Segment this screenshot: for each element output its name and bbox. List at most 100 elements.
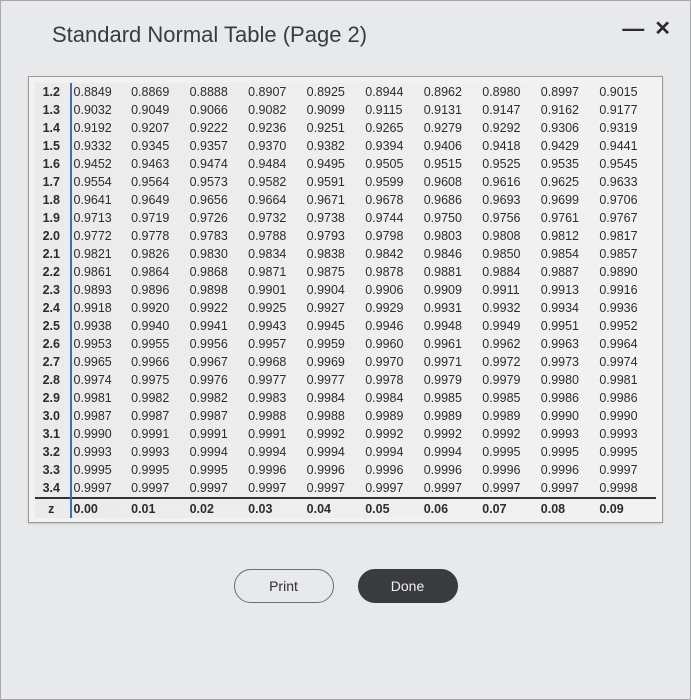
table-cell: 0.9332 bbox=[71, 137, 130, 155]
row-header: 1.6 bbox=[35, 155, 71, 173]
table-cell: 0.9495 bbox=[305, 155, 364, 173]
table-cell: 0.9989 bbox=[422, 407, 481, 425]
table-cell: 0.9099 bbox=[305, 101, 364, 119]
table-cell: 0.9370 bbox=[246, 137, 305, 155]
table-cell: 0.8907 bbox=[246, 83, 305, 101]
done-button[interactable]: Done bbox=[358, 569, 458, 603]
print-button[interactable]: Print bbox=[234, 569, 334, 603]
table-cell: 0.9893 bbox=[71, 281, 130, 299]
table-cell: 0.9998 bbox=[597, 479, 656, 498]
table-cell: 0.9996 bbox=[480, 461, 539, 479]
table-cell: 0.8962 bbox=[422, 83, 481, 101]
table-cell: 0.9945 bbox=[305, 317, 364, 335]
table-cell: 0.9996 bbox=[422, 461, 481, 479]
table-cell: 0.9906 bbox=[363, 281, 422, 299]
table-cell: 0.9049 bbox=[129, 101, 188, 119]
table-cell: 0.9993 bbox=[129, 443, 188, 461]
table-cell: 0.9649 bbox=[129, 191, 188, 209]
table-cell: 0.9975 bbox=[129, 371, 188, 389]
table-cell: 0.9656 bbox=[188, 191, 247, 209]
table-cell: 0.9934 bbox=[539, 299, 598, 317]
table-cell: 0.9943 bbox=[246, 317, 305, 335]
table-cell: 0.9793 bbox=[305, 227, 364, 245]
row-header: 2.5 bbox=[35, 317, 71, 335]
table-cell: 0.9394 bbox=[363, 137, 422, 155]
table-cell: 0.9918 bbox=[71, 299, 130, 317]
table-cell: 0.9990 bbox=[539, 407, 598, 425]
table-cell: 0.9406 bbox=[422, 137, 481, 155]
row-header: 3.1 bbox=[35, 425, 71, 443]
table-cell: 0.9772 bbox=[71, 227, 130, 245]
table-cell: 0.9922 bbox=[188, 299, 247, 317]
row-header: 3.0 bbox=[35, 407, 71, 425]
page-title: Standard Normal Table (Page 2) bbox=[52, 22, 367, 48]
table-cell: 0.9066 bbox=[188, 101, 247, 119]
table-cell: 0.9996 bbox=[363, 461, 422, 479]
table-cell: 0.9345 bbox=[129, 137, 188, 155]
table-cell: 0.9744 bbox=[363, 209, 422, 227]
table-cell: 0.9993 bbox=[539, 425, 598, 443]
table-cell: 0.9082 bbox=[246, 101, 305, 119]
table-cell: 0.9991 bbox=[246, 425, 305, 443]
table-cell: 0.9986 bbox=[539, 389, 598, 407]
table-cell: 0.9857 bbox=[597, 245, 656, 263]
table-cell: 0.9973 bbox=[539, 353, 598, 371]
table-row: 1.80.96410.96490.96560.96640.96710.96780… bbox=[35, 191, 656, 209]
row-header: 2.4 bbox=[35, 299, 71, 317]
close-icon[interactable]: ✕ bbox=[654, 19, 671, 39]
table-cell: 0.9992 bbox=[422, 425, 481, 443]
table-cell: 0.9726 bbox=[188, 209, 247, 227]
table-row: 3.30.99950.99950.99950.99960.99960.99960… bbox=[35, 461, 656, 479]
table-cell: 0.9987 bbox=[71, 407, 130, 425]
table-cell: 0.9997 bbox=[363, 479, 422, 498]
table-cell: 0.9306 bbox=[539, 119, 598, 137]
table-cell: 0.9970 bbox=[363, 353, 422, 371]
minimize-icon[interactable]: — bbox=[622, 18, 644, 40]
table-cell: 0.9382 bbox=[305, 137, 364, 155]
row-header: 1.9 bbox=[35, 209, 71, 227]
table-cell: 0.9582 bbox=[246, 173, 305, 191]
table-cell: 0.9756 bbox=[480, 209, 539, 227]
table-cell: 0.9987 bbox=[129, 407, 188, 425]
table-cell: 0.9997 bbox=[188, 479, 247, 498]
table-row: 2.20.98610.98640.98680.98710.98750.98780… bbox=[35, 263, 656, 281]
table-cell: 0.9981 bbox=[597, 371, 656, 389]
table-cell: 0.9625 bbox=[539, 173, 598, 191]
row-header: 2.0 bbox=[35, 227, 71, 245]
row-header: 1.5 bbox=[35, 137, 71, 155]
titlebar: Standard Normal Table (Page 2) — ✕ bbox=[0, 0, 691, 66]
table-cell: 0.9976 bbox=[188, 371, 247, 389]
table-row: 1.20.88490.88690.88880.89070.89250.89440… bbox=[35, 83, 656, 101]
table-cell: 0.9990 bbox=[71, 425, 130, 443]
table-cell: 0.9319 bbox=[597, 119, 656, 137]
table-cell: 0.9890 bbox=[597, 263, 656, 281]
table-cell: 0.9925 bbox=[246, 299, 305, 317]
column-header: 0.00 bbox=[71, 498, 130, 518]
table-row: 2.80.99740.99750.99760.99770.99770.99780… bbox=[35, 371, 656, 389]
table-cell: 0.8944 bbox=[363, 83, 422, 101]
row-header: 3.3 bbox=[35, 461, 71, 479]
column-header-row: z0.000.010.020.030.040.050.060.070.080.0… bbox=[35, 498, 656, 518]
table-cell: 0.9761 bbox=[539, 209, 598, 227]
table-cell: 0.9994 bbox=[188, 443, 247, 461]
table-cell: 0.9962 bbox=[480, 335, 539, 353]
table-cell: 0.9641 bbox=[71, 191, 130, 209]
table-cell: 0.9946 bbox=[363, 317, 422, 335]
table-cell: 0.9974 bbox=[71, 371, 130, 389]
table-cell: 0.9927 bbox=[305, 299, 364, 317]
table-cell: 0.9987 bbox=[188, 407, 247, 425]
row-header: 2.9 bbox=[35, 389, 71, 407]
table-cell: 0.9817 bbox=[597, 227, 656, 245]
table-cell: 0.8980 bbox=[480, 83, 539, 101]
table-cell: 0.9965 bbox=[71, 353, 130, 371]
table-cell: 0.9279 bbox=[422, 119, 481, 137]
table-cell: 0.9967 bbox=[188, 353, 247, 371]
table-cell: 0.8849 bbox=[71, 83, 130, 101]
row-header: 1.3 bbox=[35, 101, 71, 119]
table-cell: 0.9826 bbox=[129, 245, 188, 263]
table-cell: 0.9798 bbox=[363, 227, 422, 245]
table-cell: 0.9997 bbox=[71, 479, 130, 498]
table-cell: 0.9830 bbox=[188, 245, 247, 263]
table-cell: 0.9963 bbox=[539, 335, 598, 353]
table-cell: 0.9911 bbox=[480, 281, 539, 299]
